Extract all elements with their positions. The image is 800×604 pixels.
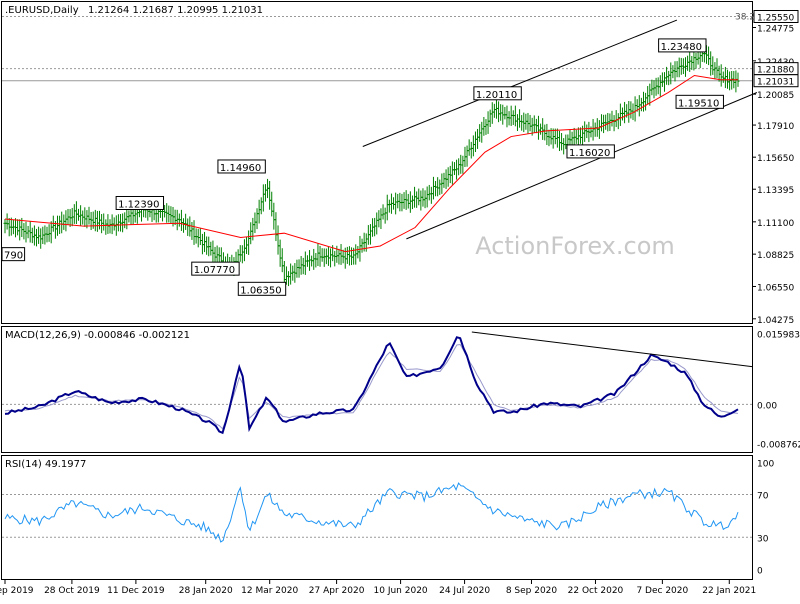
level-label: 1.25550 bbox=[757, 13, 794, 23]
macd-axis-label: 0.015983 bbox=[757, 330, 800, 340]
price-label-box bbox=[1, 247, 26, 262]
price-label-box bbox=[217, 159, 266, 174]
macd-line bbox=[4, 336, 739, 435]
watermark: ActionForex.com bbox=[475, 232, 675, 260]
level-label-box bbox=[753, 74, 799, 88]
x-axis-label: 28 Jan 2020 bbox=[179, 586, 233, 596]
price-label-box bbox=[658, 38, 707, 53]
price-label-box bbox=[566, 144, 615, 159]
price-label: 1.20110 bbox=[476, 90, 517, 101]
level-label-box bbox=[753, 9, 799, 23]
price-label-box bbox=[473, 86, 522, 101]
rsi-pane-frame bbox=[1, 455, 753, 580]
price-label-box bbox=[115, 195, 165, 210]
rsi-axis-label: 70 bbox=[757, 491, 769, 501]
x-axis-label: 22 Jan 2021 bbox=[702, 586, 756, 596]
macd-header: MACD(12,26,9) -0.000846 -0.002121 bbox=[5, 330, 190, 341]
macd-axis-label: 0.00 bbox=[757, 401, 777, 411]
rsi-axis-label: 0 bbox=[757, 566, 763, 576]
macd-pane-frame bbox=[1, 326, 753, 453]
price-label: 1.19510 bbox=[678, 98, 719, 109]
price-header: .EURUSD,Daily bbox=[5, 5, 79, 16]
rsi-axis-label: 100 bbox=[757, 459, 774, 469]
x-axis-label: 11 Dec 2019 bbox=[107, 586, 165, 596]
macd-axis-label: -0.008762 bbox=[757, 440, 800, 450]
x-axis-label: 22 Oct 2020 bbox=[568, 586, 624, 596]
macd-trend-line bbox=[471, 331, 753, 368]
axis-layer: 1.247751.224301.200851.179101.156501.133… bbox=[0, 9, 800, 596]
channel-line bbox=[406, 92, 758, 240]
price-axis-label: 1.15650 bbox=[757, 154, 794, 164]
ohlc-readout: 1.21264 1.21687 1.20995 1.21031 bbox=[88, 5, 263, 16]
rsi-axis-label: 30 bbox=[757, 534, 769, 544]
price-pane-frame bbox=[1, 1, 753, 324]
price-label: 1.12390 bbox=[118, 199, 159, 210]
price-label: 790 bbox=[4, 251, 23, 262]
x-axis-label: 8 Sep 2020 bbox=[506, 586, 558, 596]
fib-label: 38.2 bbox=[735, 12, 755, 22]
x-axis-label: 7 Dec 2020 bbox=[636, 586, 688, 596]
x-axis-label: 10 Jun 2020 bbox=[374, 586, 428, 596]
price-axis-label: 1.08825 bbox=[757, 251, 794, 261]
x-axis-label: 24 Jul 2020 bbox=[439, 586, 490, 596]
price-axis-label: 1.24775 bbox=[757, 25, 794, 35]
rsi-header: RSI(14) 49.1977 bbox=[5, 459, 86, 470]
price-label: 1.07770 bbox=[194, 265, 235, 276]
price-layer: 38.2 1.23480 1.20110 1.19510 1.16020 1.14960 1… bbox=[1, 12, 758, 296]
price-axis-label: 1.13395 bbox=[757, 186, 794, 196]
macd-layer bbox=[2, 331, 753, 435]
price-label-box bbox=[237, 281, 287, 296]
price-axis-label: 1.11100 bbox=[757, 219, 794, 229]
x-axis-label: 28 Oct 2019 bbox=[44, 586, 100, 596]
moving-average-line bbox=[4, 74, 738, 253]
rsi-line bbox=[4, 482, 739, 543]
price-label: 1.06350 bbox=[240, 285, 281, 296]
price-axis-label: 1.20085 bbox=[757, 91, 794, 101]
price-label: 1.23480 bbox=[661, 42, 702, 53]
price-axis-label: 1.17910 bbox=[757, 122, 794, 132]
level-label: 1.21880 bbox=[757, 66, 794, 76]
price-axis-label: 1.04275 bbox=[757, 316, 794, 326]
rsi-layer bbox=[2, 482, 752, 543]
price-label: 1.16020 bbox=[569, 148, 610, 159]
level-label: 1.21031 bbox=[757, 78, 794, 88]
x-axis-label: 12 Sep 2019 bbox=[0, 586, 34, 596]
price-label: 1.14960 bbox=[220, 163, 261, 174]
price-label-box bbox=[191, 261, 240, 276]
x-axis-label: 27 Apr 2020 bbox=[309, 586, 365, 596]
price-label-box bbox=[675, 94, 724, 109]
channel-line bbox=[362, 19, 678, 147]
macd-signal-line bbox=[4, 343, 739, 430]
price-axis-label: 1.06550 bbox=[757, 283, 794, 293]
x-axis-label: 12 Mar 2020 bbox=[241, 586, 298, 596]
